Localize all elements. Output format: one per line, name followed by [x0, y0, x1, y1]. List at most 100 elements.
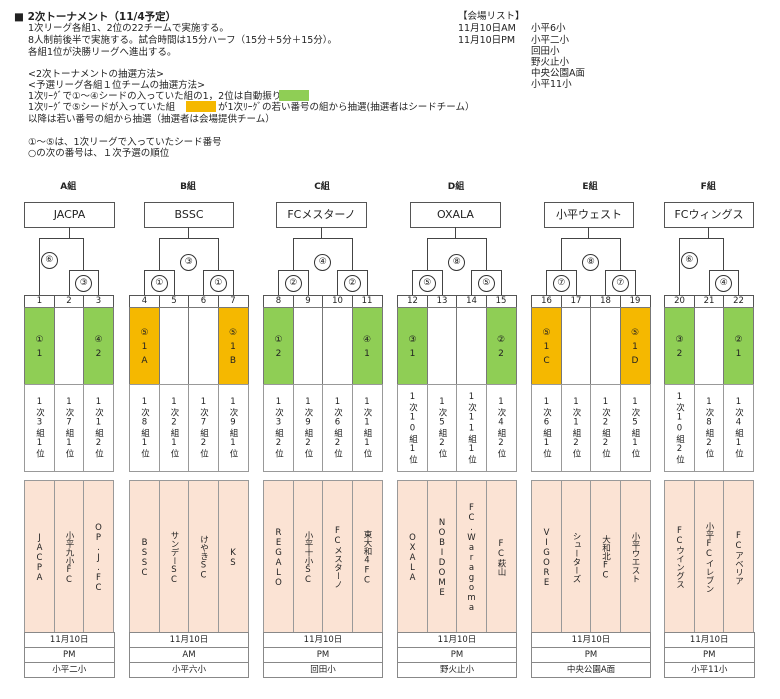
bracket-line [98, 270, 99, 296]
qualification-cell: 1次3組2位 [263, 384, 294, 472]
bracket-line [500, 270, 502, 296]
bracket-line [723, 238, 725, 270]
team-name-cell: BSSC [129, 480, 160, 635]
qualification-cell: 1次7組2位 [188, 384, 219, 472]
green-legend-swatch [279, 90, 309, 101]
bracket-line [708, 227, 709, 238]
venue-list-title: 【会場リスト】 [458, 11, 525, 22]
team-name-cell: シューターズ [560, 480, 592, 635]
bracket-line [605, 270, 606, 296]
qualification-cell: 1次3組1位 [24, 384, 55, 472]
qualification-cell: 1次9組2位 [292, 384, 324, 472]
seed-mark: ⑤ [140, 327, 149, 338]
bracket-line [337, 270, 367, 271]
bracket-line [546, 270, 576, 271]
note-rank-numbers: ○の次の番号は、１次予選の順位 [28, 148, 170, 159]
qualification-cell: 1次2組2位 [590, 384, 621, 472]
bracket-line [278, 270, 308, 271]
bracket-line [39, 238, 40, 296]
seed-mark: 2 [275, 348, 282, 359]
bracket-line [575, 270, 577, 296]
match-date: 11月10日 [531, 632, 651, 648]
bracket-line [144, 270, 145, 296]
bracket-line [471, 270, 501, 271]
seed-mark: ③ [408, 334, 417, 345]
match-venue: 小平11小 [664, 662, 755, 678]
seed-mark: ② [496, 334, 506, 345]
match-time: PM [397, 647, 517, 663]
team-name-cell: FC.Waragoma [456, 480, 487, 635]
seed-cell [188, 307, 219, 386]
group-label: D組 [447, 182, 465, 192]
bracket-line [351, 238, 353, 270]
match-time: PM [24, 647, 115, 663]
semi-match-number: ⑦ [552, 275, 570, 292]
team-name-cell: JACPA [24, 480, 55, 635]
seed-mark: 2 [498, 348, 504, 359]
bracket-line [292, 238, 294, 270]
seed-cell [560, 307, 592, 386]
qualification-cell: 1次1組2位 [83, 384, 114, 472]
seed-mark: ⑤ [542, 327, 551, 338]
qualification-cell: 1次5組2位 [426, 384, 458, 472]
final-match-number: ③ [180, 254, 198, 271]
match-time: PM [263, 647, 383, 663]
qualification-cell: 1次2組1位 [158, 384, 190, 472]
qualification-cell: 1次1組2位 [560, 384, 592, 472]
seed-mark: 1 [409, 348, 416, 359]
seed-mark: ⑤ [630, 327, 640, 338]
team-name-cell: 大和北FC [590, 480, 621, 635]
seed-cell [456, 307, 487, 386]
group-label: A組 [60, 182, 77, 192]
seed-mark: 1 [735, 348, 742, 359]
bracket-line [320, 227, 322, 238]
seed-mark: 1 [141, 341, 148, 352]
bracket-line [83, 238, 85, 270]
qualification-cell: 1次4組1位 [723, 384, 754, 472]
bracket-line [188, 227, 189, 238]
bracket-line [708, 270, 738, 271]
team-name-cell: FCウイングス [664, 480, 695, 635]
seed-mark: 1 [543, 341, 550, 352]
semi-match-number: ⑤ [477, 275, 495, 292]
rule-line-2: 8人制前後半で実施する。試合時間は15分ハーフ（15分＋5分＋15分）。 [28, 35, 338, 46]
final-match-number: ⑥ [680, 252, 698, 269]
seed-cell [426, 307, 458, 386]
seed-cell: ⑤ 1 D [619, 307, 651, 386]
qualification-cell: 1次9組1位 [217, 384, 249, 472]
team-name-cell: FCメスターノ [322, 480, 353, 635]
bracket-line [605, 270, 635, 271]
bracket-line [708, 270, 710, 296]
seed-cell [158, 307, 190, 386]
seed-mark: A [141, 355, 148, 366]
draw-method-subtitle: <予選リーグ各組１位チームの抽選方法> [28, 80, 206, 91]
host-team-box: 小平ウェスト [544, 202, 634, 228]
team-name-cell: 小平FCイレブン [693, 480, 725, 635]
team-name-cell: サンデーSC [158, 480, 190, 635]
note-seed-numbers: ①～⑤は、1次リーグで入っていたシード番号 [28, 137, 222, 148]
match-time: PM [664, 647, 755, 663]
qualification-cell: 1次11組1位 [456, 384, 487, 472]
venue-item: 中央公園A面 [531, 68, 585, 79]
semi-match-number: ① [150, 275, 168, 292]
seed-cell: ⑤ 1 B [217, 307, 249, 386]
seed-cell [590, 307, 621, 386]
host-team-box: FCウィングス [664, 202, 754, 228]
seed-mark: ⑤ [228, 327, 238, 338]
group-label: C組 [314, 182, 330, 192]
group-label: F組 [700, 182, 716, 192]
match-venue: 野火止小 [397, 662, 517, 678]
draw-line-2b: が1次ﾘｰｸﾞの若い番号の組から抽選(抽選者はシードチーム） [218, 102, 475, 113]
qualification-cell: 1次1組1位 [351, 384, 383, 472]
group-label: E組 [582, 182, 598, 192]
final-match-number: ④ [314, 254, 332, 271]
rule-line-3: 各組1位が決勝リーグへ進出する。 [28, 47, 177, 58]
bracket-line [560, 238, 620, 239]
group-label: B組 [180, 182, 196, 192]
seed-mark: ④ [94, 334, 103, 345]
